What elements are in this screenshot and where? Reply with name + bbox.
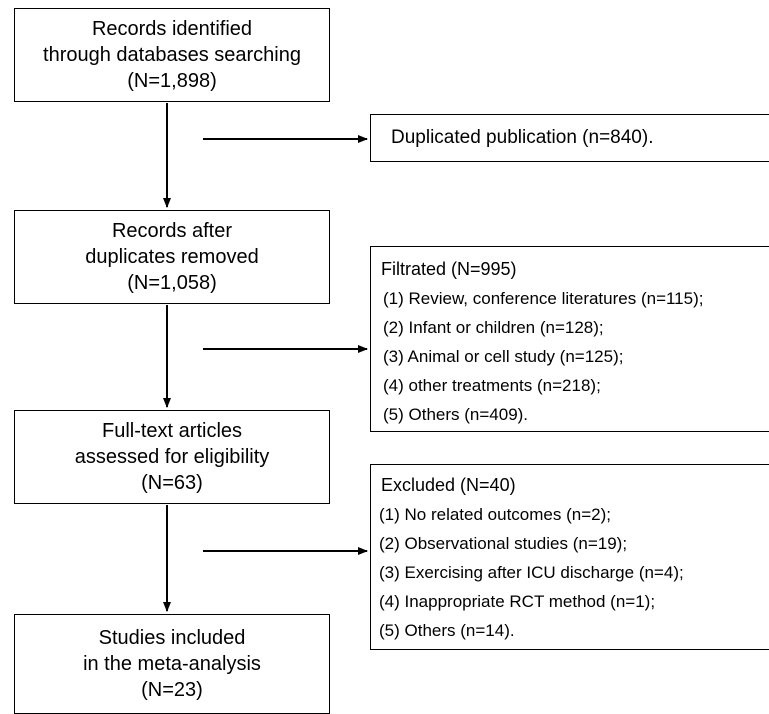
box-line: (N=1,058) (127, 272, 217, 294)
side-box-item: (5) Others (n=14). (379, 621, 515, 640)
filtrated-box: Filtrated (N=995) (1) Review, conference… (370, 246, 769, 432)
side-box-item: (4) Inappropriate RCT method (n=1); (379, 592, 656, 611)
side-box-title: Duplicated publication (n=840). (391, 127, 654, 148)
box-line: Records identified (91, 18, 253, 40)
box-line: (N=63) (141, 472, 203, 494)
side-box-title: Excluded (N=40) (381, 475, 516, 495)
box-line: through databases searching (43, 44, 301, 66)
records-identified-box: Records identified through databases sea… (14, 8, 330, 102)
box-line: (N=1,898) (127, 70, 217, 92)
box-line: in the meta-analysis (83, 653, 261, 675)
box-line: Records after (111, 220, 233, 242)
side-box-item: (5) Others (n=409). (383, 405, 529, 424)
side-box-item: (3) Animal or cell study (n=125); (383, 347, 624, 366)
side-box-title: Filtrated (N=995) (381, 259, 517, 279)
side-box-item: (2) Observational studies (n=19); (379, 534, 628, 553)
box-line: duplicates removed (85, 246, 259, 268)
excluded-box: Excluded (N=40) (1) No related outcomes … (370, 464, 769, 650)
records-after-duplicates-box: Records after duplicates removed (N=1,05… (14, 210, 330, 304)
side-box-item: (3) Exercising after ICU discharge (n=4)… (379, 563, 684, 582)
box-line: Studies included (98, 627, 246, 649)
box-line: assessed for eligibility (74, 446, 270, 468)
side-box-item: (1) No related outcomes (n=2); (379, 505, 611, 524)
side-box-item: (2) Infant or children (n=128); (383, 318, 604, 337)
full-text-articles-box: Full-text articles assessed for eligibil… (14, 410, 330, 504)
side-box-item: (4) other treatments (n=218); (383, 376, 601, 395)
box-line: (N=23) (141, 679, 203, 701)
duplicated-publication-box: Duplicated publication (n=840). (370, 114, 769, 162)
box-line: Full-text articles (101, 420, 243, 442)
studies-included-box: Studies included in the meta-analysis (N… (14, 614, 330, 714)
side-box-item: (1) Review, conference literatures (n=11… (383, 289, 704, 308)
